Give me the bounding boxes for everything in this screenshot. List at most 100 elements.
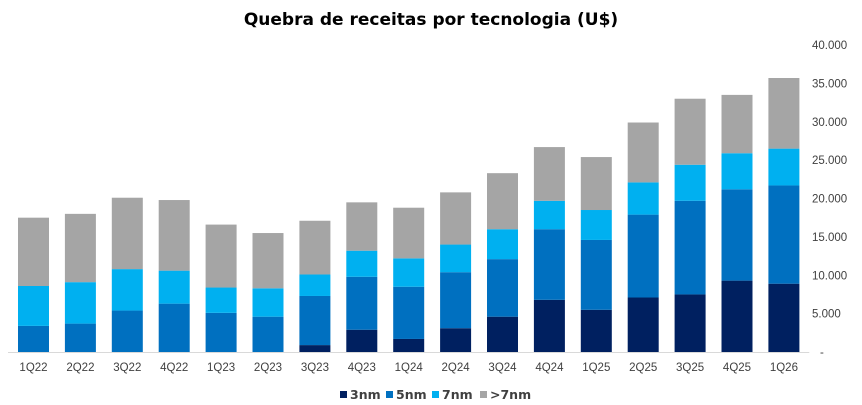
legend-swatch xyxy=(480,391,487,398)
x-tick-label: 4Q24 xyxy=(535,362,564,374)
legend-swatch xyxy=(432,391,439,398)
bar-segment-gt7nm-4Q24 xyxy=(533,147,565,201)
x-tick-label: 3Q22 xyxy=(113,362,141,374)
x-tick-label: 2Q22 xyxy=(66,362,94,374)
bar-segment-5nm-2Q23 xyxy=(252,316,284,352)
bar-segment-5nm-1Q22 xyxy=(18,325,49,352)
bar-segment-7nm-2Q23 xyxy=(252,288,284,317)
x-tick-label: 3Q24 xyxy=(488,362,517,374)
bar-segment-7nm-2Q25 xyxy=(627,182,659,215)
x-tick-label: 1Q23 xyxy=(207,362,235,374)
bar-segment-3nm-4Q23 xyxy=(346,329,378,352)
y-tick-labels: - 5.000 10.000 15.000 20.000 25.000 30.000 35.0… xyxy=(812,40,847,359)
bars-group xyxy=(18,78,800,352)
y-tick-label: 20.000 xyxy=(812,194,847,206)
x-tick-label: 4Q23 xyxy=(348,362,376,374)
bar-segment-3nm-1Q25 xyxy=(580,309,612,352)
bar-segment-5nm-4Q25 xyxy=(721,189,753,281)
bar-segment-7nm-3Q23 xyxy=(299,274,331,296)
bar-segment-gt7nm-3Q25 xyxy=(674,98,706,165)
bar-segment-gt7nm-3Q23 xyxy=(299,220,331,275)
x-tick-labels: 1Q22 2Q22 3Q22 4Q22 1Q23 2Q23 3Q23 4Q23 1Q24 2Q24… xyxy=(19,362,798,374)
bar-segment-5nm-2Q24 xyxy=(440,272,472,329)
bar-segment-gt7nm-3Q22 xyxy=(111,197,143,270)
bar-segment-7nm-4Q25 xyxy=(721,153,753,190)
bar-segment-5nm-1Q24 xyxy=(393,286,425,339)
bar-segment-5nm-4Q23 xyxy=(346,276,378,330)
bar-segment-gt7nm-2Q25 xyxy=(627,122,659,183)
x-tick-label: 1Q26 xyxy=(770,362,798,374)
x-tick-label: 2Q23 xyxy=(254,362,282,374)
y-tick-label: 5.000 xyxy=(812,309,841,321)
bar-segment-gt7nm-4Q22 xyxy=(158,200,190,271)
bar-segment-3nm-1Q24 xyxy=(393,338,425,352)
bar-segment-5nm-3Q24 xyxy=(487,259,518,317)
bar-segment-3nm-2Q24 xyxy=(440,328,472,352)
y-tick-label: - xyxy=(820,347,824,359)
bar-segment-7nm-1Q25 xyxy=(580,210,612,240)
y-tick-label: 10.000 xyxy=(812,270,847,282)
y-tick-label: 40.000 xyxy=(812,40,847,52)
bar-segment-5nm-1Q25 xyxy=(580,239,612,310)
bar-segment-3nm-3Q24 xyxy=(487,316,518,352)
bar-segment-5nm-4Q24 xyxy=(533,229,565,300)
legend: 3nm 5nm 7nm >7nm xyxy=(340,387,531,402)
chart-title: Quebra de receitas por tecnologia (U$) xyxy=(244,10,618,30)
bar-segment-gt7nm-2Q23 xyxy=(252,233,284,289)
legend-label: 7nm xyxy=(442,387,473,402)
x-tick-label: 2Q25 xyxy=(629,362,657,374)
y-tick-label: 25.000 xyxy=(812,155,847,167)
bar-segment-5nm-2Q25 xyxy=(627,214,659,298)
bar-segment-gt7nm-2Q24 xyxy=(440,192,472,245)
bar-segment-gt7nm-1Q23 xyxy=(205,224,237,288)
legend-label: 3nm xyxy=(350,387,381,402)
x-tick-label: 3Q23 xyxy=(301,362,329,374)
bar-segment-gt7nm-1Q25 xyxy=(580,157,612,211)
bar-segment-7nm-1Q26 xyxy=(768,148,800,186)
bar-segment-3nm-4Q24 xyxy=(533,299,565,352)
bar-segment-5nm-3Q22 xyxy=(111,310,143,352)
legend-swatch xyxy=(340,391,347,398)
bar-segment-5nm-2Q22 xyxy=(64,323,96,352)
bar-segment-3nm-2Q25 xyxy=(627,297,659,352)
bar-segment-5nm-1Q26 xyxy=(768,185,800,284)
bar-segment-5nm-1Q23 xyxy=(205,312,237,352)
bar-segment-gt7nm-3Q24 xyxy=(487,173,518,230)
legend-swatch xyxy=(386,391,393,398)
x-tick-label: 2Q24 xyxy=(442,362,471,374)
y-tick-label: 35.000 xyxy=(812,78,847,90)
bar-segment-7nm-4Q22 xyxy=(158,270,190,304)
bar-segment-3nm-4Q25 xyxy=(721,280,753,352)
bar-segment-7nm-4Q23 xyxy=(346,250,378,277)
bar-segment-3nm-3Q25 xyxy=(674,294,706,352)
bar-segment-5nm-3Q23 xyxy=(299,295,331,346)
bar-segment-7nm-2Q22 xyxy=(64,282,96,324)
legend-label: >7nm xyxy=(490,387,531,402)
bar-segment-7nm-2Q24 xyxy=(440,244,472,273)
x-tick-label: 1Q22 xyxy=(19,362,47,374)
bar-segment-gt7nm-1Q26 xyxy=(768,78,800,149)
bar-segment-5nm-3Q25 xyxy=(674,200,706,295)
bar-segment-7nm-3Q25 xyxy=(674,164,706,201)
bar-segment-gt7nm-1Q22 xyxy=(18,217,49,286)
bar-segment-3nm-1Q26 xyxy=(768,283,800,352)
legend-label: 5nm xyxy=(396,387,427,402)
bar-segment-7nm-1Q22 xyxy=(18,285,49,326)
bar-segment-7nm-1Q24 xyxy=(393,258,425,287)
bar-segment-7nm-4Q24 xyxy=(533,200,565,230)
x-tick-label: 4Q25 xyxy=(723,362,751,374)
bar-segment-7nm-1Q23 xyxy=(205,287,237,313)
y-tick-label: 30.000 xyxy=(812,117,847,129)
bar-segment-gt7nm-1Q24 xyxy=(393,207,425,259)
bar-segment-3nm-3Q23 xyxy=(299,345,331,352)
bar-segment-gt7nm-2Q22 xyxy=(64,213,96,283)
bar-segment-7nm-3Q22 xyxy=(111,269,143,311)
x-tick-label: 1Q25 xyxy=(582,362,610,374)
x-tick-label: 1Q24 xyxy=(395,362,424,374)
y-tick-label: 15.000 xyxy=(812,232,847,244)
bar-segment-7nm-3Q24 xyxy=(487,229,518,260)
x-tick-label: 3Q25 xyxy=(676,362,704,374)
bar-segment-gt7nm-4Q25 xyxy=(721,94,753,154)
bar-segment-5nm-4Q22 xyxy=(158,303,190,352)
